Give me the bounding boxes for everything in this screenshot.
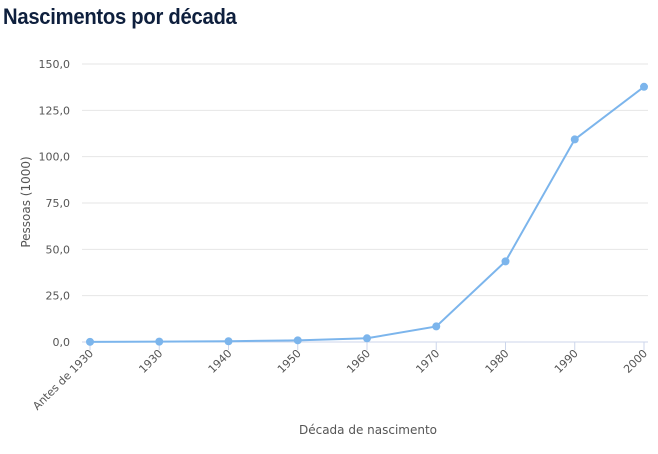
x-tick-label: 1980 [483,347,512,376]
data-point[interactable] [293,336,302,345]
x-tick-label: Antes de 1930 [30,347,96,413]
x-tick-label: 1970 [413,347,442,376]
y-tick-label: 150,0 [39,58,71,71]
data-point[interactable] [570,135,579,144]
y-tick-label: 0,0 [53,336,71,349]
y-axis-label: Pessoas (1000) [19,156,33,247]
data-point[interactable] [501,257,510,266]
data-point[interactable] [224,337,233,346]
x-tick-label: 1940 [206,347,235,376]
series-line [89,85,645,343]
x-tick-label: 1950 [275,347,304,376]
data-point[interactable] [86,337,94,346]
y-axis-ticks: 0,0 25,0 50,0 75,0 100,0 125,0 150,0 [39,58,71,349]
y-tick-label: 100,0 [39,151,71,164]
y-tick-label: 125,0 [39,104,71,117]
y-tick-label: 75,0 [46,197,71,210]
x-axis-ticks: Antes de 1930 1930 1940 1950 1960 1970 1980 199… [30,342,650,413]
data-points [86,82,648,346]
x-tick-label: 1960 [344,347,373,376]
grid-lines [82,63,648,297]
data-point[interactable] [640,82,648,91]
data-point[interactable] [432,322,441,331]
x-tick-label: 1930 [136,347,165,376]
data-point[interactable] [155,337,164,346]
chart-title: Nascimentos por década [3,4,237,29]
x-axis-label: Década de nascimento [299,423,437,437]
x-tick-label: 1990 [552,347,581,376]
y-tick-label: 25,0 [46,290,71,303]
y-tick-label: 50,0 [46,243,71,256]
data-point[interactable] [363,334,371,343]
x-tick-label: 2000 [621,347,650,376]
